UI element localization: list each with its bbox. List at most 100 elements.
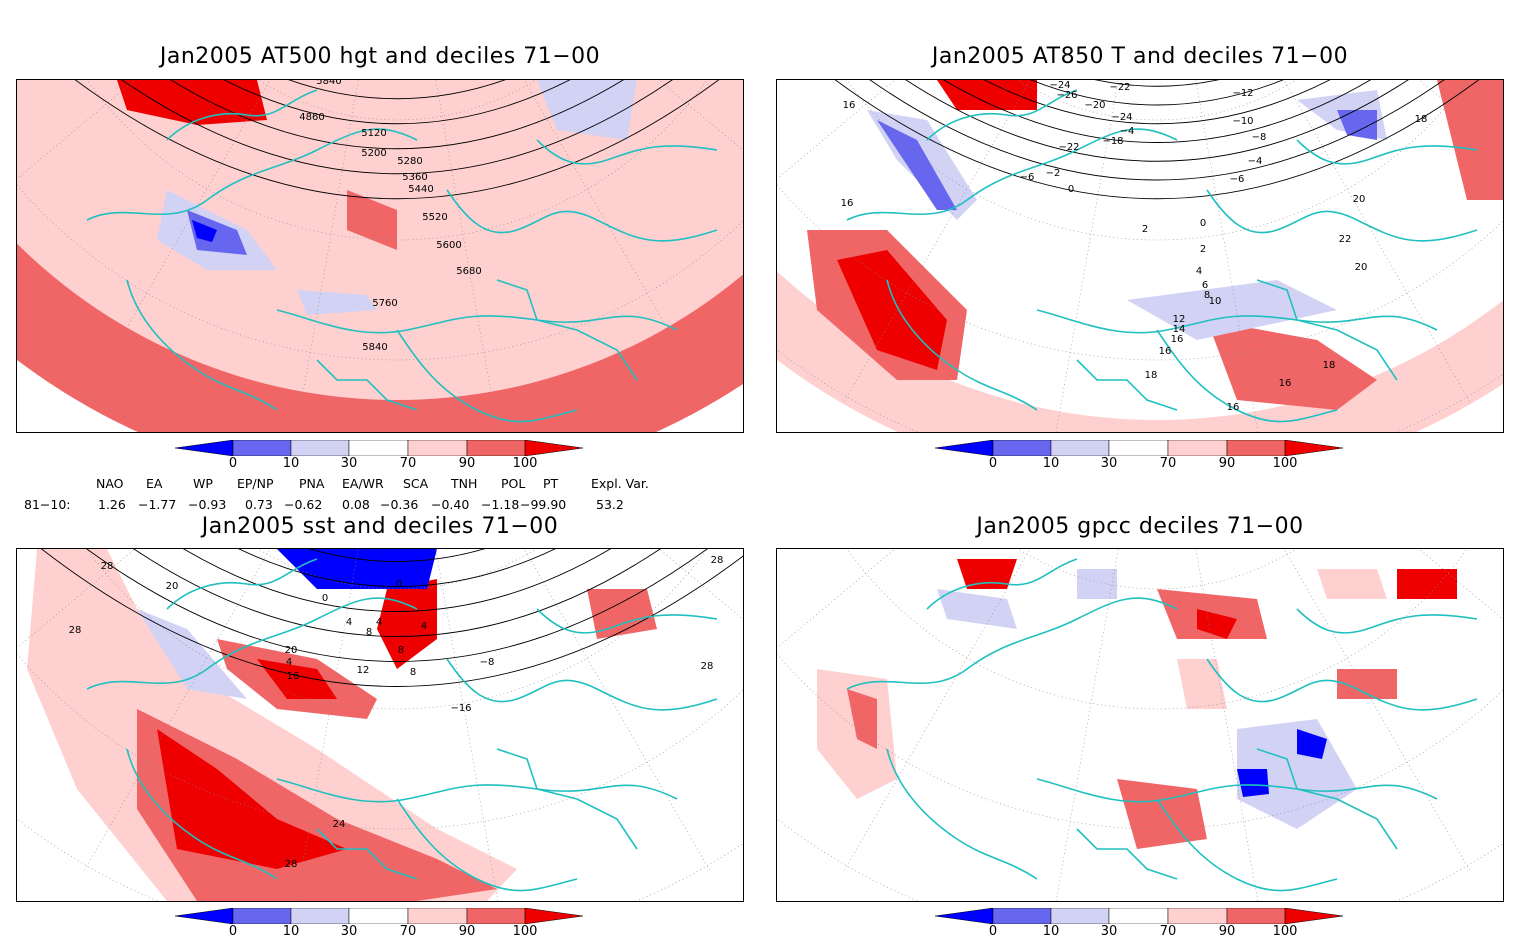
isoline <box>777 80 1503 143</box>
anomaly-region <box>192 220 217 242</box>
contour-label: 28 <box>701 661 714 672</box>
colorbar-swatch <box>407 907 468 925</box>
colorbar-tick: 70 <box>1159 924 1177 939</box>
anomaly-region <box>847 689 877 749</box>
anomaly-region <box>1117 779 1207 849</box>
contour-label: −6 <box>1020 172 1035 183</box>
anomaly-region <box>1237 769 1269 797</box>
coastline <box>166 89 318 141</box>
anomaly-region <box>537 80 637 140</box>
contour-label: 8 <box>1204 290 1210 301</box>
coastline <box>316 828 418 880</box>
colorbar-swatch <box>466 907 526 925</box>
coastline <box>86 597 418 690</box>
panel-title-hgt500: Jan2005 AT500 hgt and deciles 71−00 <box>159 44 601 69</box>
index-value: −1.77 <box>138 497 177 512</box>
anomaly-region <box>1077 569 1117 599</box>
coastline <box>446 658 718 711</box>
isoline <box>17 549 743 587</box>
isoline <box>56 549 738 562</box>
colorbar-arrow-high <box>524 439 584 457</box>
index-row-label: 81−10: <box>24 497 71 512</box>
contour-label: 2 <box>1142 224 1148 235</box>
anomaly-region <box>1437 80 1503 200</box>
contour-label: 16 <box>1171 334 1184 345</box>
contour-label: 18 <box>1145 370 1158 381</box>
contour-label: 18 <box>1415 114 1428 125</box>
anomaly-region <box>1177 659 1227 709</box>
contour-label: 5840 <box>362 342 387 353</box>
contour-label: 16 <box>1279 378 1292 389</box>
colorbar-tick: 30 <box>1100 924 1118 939</box>
anomaly-region <box>187 210 247 255</box>
colorbar-tick: 0 <box>228 924 238 939</box>
anomaly-region <box>1397 569 1457 599</box>
contour-label: −4 <box>1120 126 1135 137</box>
contour-label: 10 <box>1209 296 1222 307</box>
contour-label: 5840 <box>316 80 341 87</box>
contour-label: 6 <box>1202 280 1208 291</box>
colorbar-swatch <box>232 439 292 457</box>
colorbar-tick: 90 <box>458 924 476 939</box>
index-header: NAO <box>96 476 124 491</box>
colorbar-tick: 90 <box>1218 456 1236 471</box>
contour-label: −16 <box>450 703 471 714</box>
contour-label: 16 <box>843 100 856 111</box>
contour-label: 16 <box>1227 402 1240 413</box>
colorbar-swatches <box>934 439 1344 457</box>
contour-label: 24 <box>333 819 346 830</box>
contour-label: 0 <box>1200 218 1206 229</box>
contour-label: −6 <box>1230 174 1245 185</box>
contour-label: 5280 <box>397 156 422 167</box>
contour-label: 5600 <box>436 240 461 251</box>
colorbar-tick: 100 <box>512 456 538 471</box>
latitude-gridline <box>777 549 1503 710</box>
map-canvas-gpcc <box>777 549 1503 901</box>
index-value: −0.36 <box>380 497 419 512</box>
anomaly-region <box>1317 569 1387 599</box>
colorbar-swatch <box>992 439 1052 457</box>
colorbar-tick: 10 <box>282 456 300 471</box>
panel-title-sst: Jan2005 sst and deciles 71−00 <box>201 514 559 539</box>
contour-label: 20 <box>1355 262 1368 273</box>
colorbar-swatch <box>1050 439 1110 457</box>
index-value: 0.73 <box>245 497 273 512</box>
contour-label: 16 <box>287 671 300 682</box>
colorbar-swatch <box>1167 907 1228 925</box>
anomaly-region <box>1207 320 1377 410</box>
disk-fill <box>777 549 1503 901</box>
coastline <box>1036 778 1438 803</box>
map-disk <box>17 549 743 901</box>
contour-label: 20 <box>1353 194 1366 205</box>
anomaly-region <box>937 80 1037 110</box>
index-header: PT <box>543 476 559 491</box>
coastline <box>276 309 678 334</box>
colorbar-swatch <box>466 439 526 457</box>
contour-label: 5200 <box>361 148 386 159</box>
contour-label: 4 <box>1196 266 1202 277</box>
colorbar-swatch <box>1108 907 1169 925</box>
contour-label: 5120 <box>361 128 386 139</box>
colorbar-swatch <box>232 907 292 925</box>
contour-label: 22 <box>1339 234 1352 245</box>
index-header: WP <box>193 476 213 491</box>
contour-label: 8 <box>366 627 372 638</box>
colorbar-tick: 0 <box>988 456 998 471</box>
contour-label: −24 <box>1111 112 1132 123</box>
anomaly-region <box>587 589 657 639</box>
colorbar-swatch <box>348 907 409 925</box>
isoline <box>796 80 1503 106</box>
colorbar-swatch <box>992 907 1052 925</box>
coastline <box>496 748 638 850</box>
contour-label: 16 <box>1159 346 1172 357</box>
colorbar-arrow-low <box>174 439 234 457</box>
coastline <box>1256 748 1398 850</box>
isoline <box>777 80 1503 124</box>
contour-label: 5360 <box>402 172 427 183</box>
contour-label: −22 <box>1109 82 1130 93</box>
contour-label: −2 <box>1046 168 1061 179</box>
colorbar-arrow-low <box>174 907 234 925</box>
panel-title-t850: Jan2005 AT850 T and deciles 71−00 <box>931 44 1349 69</box>
contour-label: 5520 <box>422 212 447 223</box>
